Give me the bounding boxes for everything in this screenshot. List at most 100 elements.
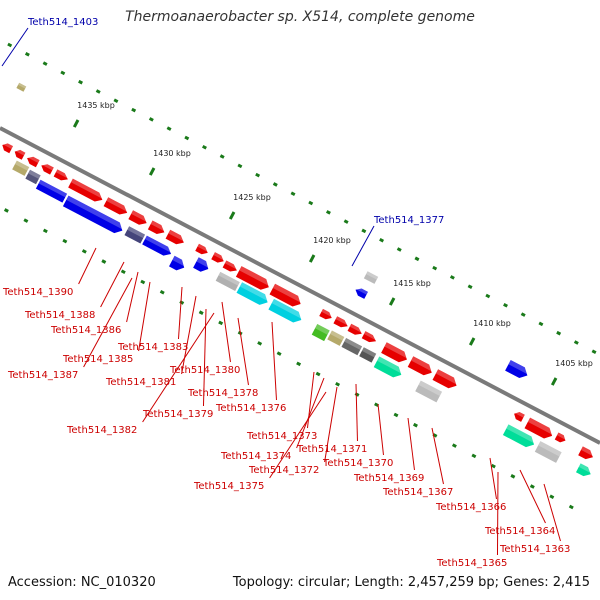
gene-label[interactable]: Teth514_1390 xyxy=(2,287,73,298)
gene-label[interactable]: Teth514_1371 xyxy=(296,444,367,455)
gene-feature[interactable] xyxy=(359,347,377,363)
gene-arrow xyxy=(222,260,237,272)
gene-label[interactable]: Teth514_1385 xyxy=(62,354,133,365)
gene-arrow xyxy=(16,82,27,92)
gene-feature[interactable] xyxy=(169,255,187,273)
gene-label[interactable]: Teth514_1365 xyxy=(436,558,507,569)
gene-arrow xyxy=(363,271,379,284)
inner-ruler-dot xyxy=(529,484,535,489)
gene-label[interactable]: Teth514_1375 xyxy=(193,481,264,492)
inner-ruler-dot xyxy=(257,341,263,346)
gene-feature[interactable] xyxy=(124,226,146,244)
gene-feature[interactable] xyxy=(347,323,364,338)
ruler-dot xyxy=(166,126,172,131)
gene-feature[interactable] xyxy=(311,323,330,342)
gene-feature[interactable] xyxy=(415,380,443,403)
gene-label[interactable]: Teth514_1377 xyxy=(373,215,444,226)
gene-feature[interactable] xyxy=(211,252,226,265)
ruler-tick-label: 1430 kbp xyxy=(153,149,191,158)
gene-feature[interactable] xyxy=(578,446,596,461)
gene-highlight xyxy=(106,197,130,212)
gene-feature[interactable] xyxy=(103,197,130,217)
gene-feature[interactable] xyxy=(361,331,378,345)
gene-label[interactable]: Teth514_1382 xyxy=(66,425,137,436)
ruler-dot xyxy=(503,303,508,308)
gene-feature[interactable] xyxy=(128,210,149,227)
gene-feature[interactable] xyxy=(354,286,368,299)
gene-feature[interactable] xyxy=(505,359,531,381)
gene-highlight xyxy=(144,235,174,254)
gene-feature[interactable] xyxy=(534,441,562,463)
gene-feature[interactable] xyxy=(147,220,167,236)
inner-ruler-dot xyxy=(120,269,126,275)
gene-feature[interactable] xyxy=(502,424,537,449)
gene-feature[interactable] xyxy=(407,356,435,378)
label-leader-line xyxy=(269,391,327,479)
gene-feature[interactable] xyxy=(62,195,126,236)
gene-feature[interactable] xyxy=(432,369,460,391)
gene-feature[interactable] xyxy=(235,266,272,292)
gene-arrow xyxy=(311,323,330,342)
gene-feature[interactable] xyxy=(269,283,304,309)
gene-label[interactable]: Teth514_1367 xyxy=(382,487,453,498)
gene-feature[interactable] xyxy=(236,282,271,307)
gene-feature[interactable] xyxy=(363,271,379,284)
gene-feature[interactable] xyxy=(373,356,405,380)
gene-label[interactable]: Teth514_1364 xyxy=(484,526,555,537)
gene-feature[interactable] xyxy=(142,235,174,259)
gene-label[interactable]: Teth514_1373 xyxy=(246,431,317,442)
gene-arrow xyxy=(215,271,240,291)
ruler-dot xyxy=(556,330,562,336)
gene-feature[interactable] xyxy=(381,342,410,365)
gene-label[interactable]: Teth514_1387 xyxy=(7,370,78,381)
gene-arrow xyxy=(355,288,368,299)
gene-label[interactable]: Teth514_1381 xyxy=(105,377,176,388)
gene-highlight xyxy=(527,417,555,435)
gene-label[interactable]: Teth514_1363 xyxy=(499,544,570,555)
gene-label[interactable]: Teth514_1386 xyxy=(50,325,121,336)
gene-label[interactable]: Teth514_1370 xyxy=(322,458,393,469)
inner-ruler-dot xyxy=(315,371,321,377)
gene-feature[interactable] xyxy=(68,178,105,205)
gene-feature[interactable] xyxy=(16,82,27,92)
gene-feature[interactable] xyxy=(268,298,305,325)
gene-feature[interactable] xyxy=(575,463,594,478)
gene-feature[interactable] xyxy=(222,260,239,274)
gene-feature[interactable] xyxy=(554,432,568,444)
gene-label[interactable]: Teth514_1374 xyxy=(220,451,291,462)
gene-feature[interactable] xyxy=(35,179,68,203)
gene-feature[interactable] xyxy=(25,154,40,168)
gene-feature[interactable] xyxy=(333,316,350,330)
gene-arrow xyxy=(361,331,376,343)
gene-feature[interactable] xyxy=(39,161,54,175)
gene-feature[interactable] xyxy=(341,337,363,356)
gene-feature[interactable] xyxy=(12,160,30,176)
gene-arrow xyxy=(432,369,457,389)
gene-label[interactable]: Teth514_1378 xyxy=(187,388,258,399)
gene-feature[interactable] xyxy=(165,229,187,247)
gene-label[interactable]: Teth514_1380 xyxy=(169,365,240,376)
gene-feature[interactable] xyxy=(13,148,26,160)
gene-feature[interactable] xyxy=(25,169,41,185)
gene-label[interactable]: Teth514_1372 xyxy=(248,465,319,476)
gene-feature[interactable] xyxy=(319,308,334,322)
gene-feature[interactable] xyxy=(512,410,525,422)
gene-feature[interactable] xyxy=(193,257,212,274)
gene-feature[interactable] xyxy=(215,271,240,291)
gene-feature[interactable] xyxy=(0,141,14,154)
gene-label[interactable]: Teth514_1388 xyxy=(24,310,95,321)
gene-feature[interactable] xyxy=(53,169,70,183)
gene-feature[interactable] xyxy=(327,330,345,346)
gene-label[interactable]: Teth514_1379 xyxy=(142,409,213,420)
gene-label[interactable]: Teth514_1366 xyxy=(435,502,506,513)
label-leader-line xyxy=(142,312,215,423)
gene-highlight xyxy=(315,323,330,335)
gene-label[interactable]: Teth514_1369 xyxy=(353,473,424,484)
gene-label[interactable]: Teth514_1403 xyxy=(27,17,98,28)
gene-label[interactable]: Teth514_1376 xyxy=(215,403,286,414)
gene-feature[interactable] xyxy=(524,417,555,442)
gene-highlight xyxy=(366,271,379,280)
gene-label[interactable]: Teth514_1383 xyxy=(117,342,188,353)
gene-highlight xyxy=(172,255,187,267)
gene-feature[interactable] xyxy=(195,243,210,257)
